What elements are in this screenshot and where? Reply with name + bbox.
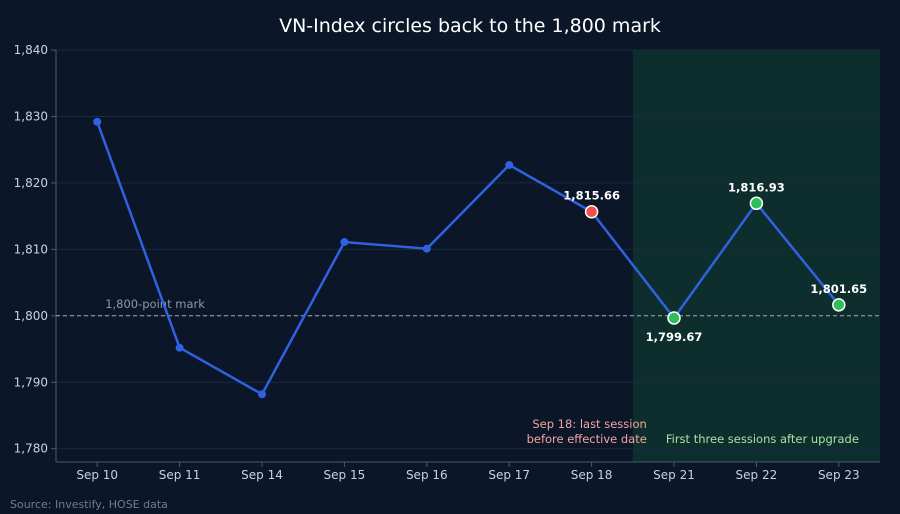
highlighted-point [749,196,764,211]
x-tick-label: Sep 23 [818,468,860,482]
data-label: 1,815.66 [563,189,620,203]
x-tick-label: Sep 11 [159,468,201,482]
highlight-region-label: First three sessions after upgrade [666,432,859,446]
reference-layer: 1,800-point mark [56,297,880,317]
highlight-region [632,50,880,462]
y-tick-label: 1,830 [14,109,48,123]
highlight-region-layer [632,50,880,462]
x-tick-label: Sep 15 [324,468,366,482]
data-point [175,343,184,352]
data-point [258,390,266,399]
series-layer [93,117,846,399]
highlighted-point [584,204,599,219]
highlighted-point [667,311,681,325]
data-label: 1,816.93 [728,180,785,194]
grid-layer [56,49,880,450]
y-tick-label: 1,800 [14,309,48,323]
x-tick-label: Sep 21 [653,468,695,482]
annotation-sep18-line: before effective date [527,432,647,446]
highlighted-point [832,298,846,312]
data-point [505,160,514,169]
annotation-sep18-line: Sep 18: last session [532,417,646,431]
x-tick-label: Sep 10 [76,468,118,482]
reference-line-label: 1,800-point mark [105,297,205,311]
data-label: 1,801.65 [810,282,867,296]
x-tick-label: Sep 17 [488,468,530,482]
source-note: Source: Investify, HOSE data [10,498,168,511]
axes-layer: 1,780 1,790 1,800 1,810 1,820 1,830 1,840 Sep 1… [14,43,880,482]
data-point [93,117,102,126]
series-line [96,121,840,396]
data-point [422,244,431,253]
x-tick-label: Sep 16 [406,468,448,482]
x-tick-label: Sep 22 [736,468,778,482]
data-point [340,238,349,247]
labels-layer: 1,815.66 1,799.67 1,816.93 1,801.65 Sep 18: … [527,180,868,446]
y-tick-label: 1,790 [14,375,48,389]
x-tick-label: Sep 18 [571,468,613,482]
y-tick-label: 1,820 [14,176,48,190]
y-tick-label: 1,810 [14,242,48,256]
y-tick-label: 1,780 [14,442,48,456]
x-tick-label: Sep 14 [241,468,283,482]
data-label: 1,799.67 [646,330,703,344]
y-tick-label: 1,840 [14,43,48,57]
chart-title: VN-Index circles back to the 1,800 mark [279,15,661,37]
